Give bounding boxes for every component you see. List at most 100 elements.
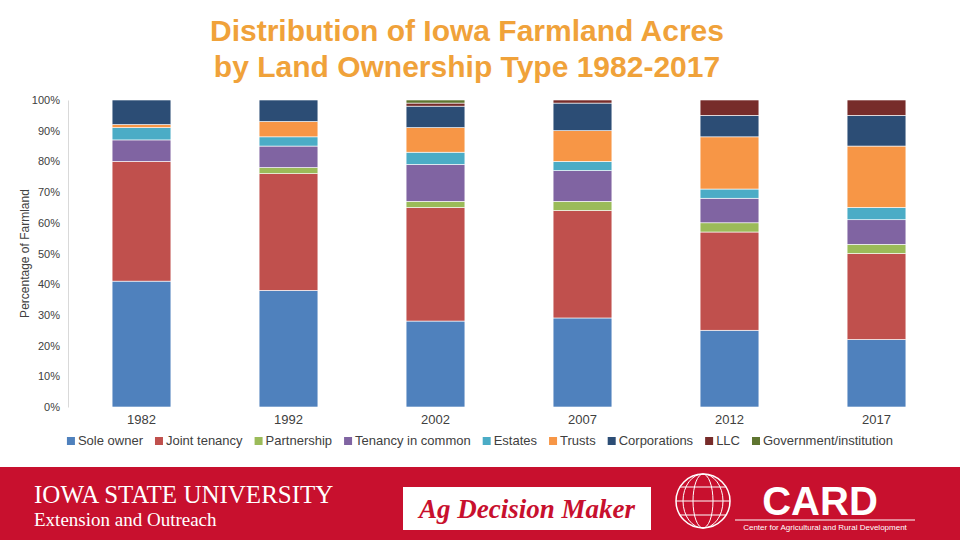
legend-swatch xyxy=(255,437,263,445)
bar-segment xyxy=(259,121,318,136)
y-tick: 30% xyxy=(38,309,68,321)
y-tick-label: 70% xyxy=(38,186,60,198)
bar-segment xyxy=(700,330,759,407)
bar-segment xyxy=(406,207,465,321)
legend-item: Tenancy in common xyxy=(344,433,471,448)
footer-globe-line xyxy=(680,515,726,516)
bar-segment xyxy=(847,146,906,207)
legend-label: Trusts xyxy=(560,433,596,448)
y-axis-line xyxy=(68,101,69,408)
bar-segment xyxy=(406,321,465,407)
x-axis: 198219922002200720122017 xyxy=(127,407,891,427)
bar-segment xyxy=(406,103,465,106)
legend-swatch xyxy=(344,437,352,445)
bar-segment xyxy=(406,100,465,103)
legend-item: Partnership xyxy=(255,433,332,448)
y-tick-label: 10% xyxy=(38,370,60,382)
y-tick: 10% xyxy=(38,370,68,382)
legend-item: Corporations xyxy=(608,433,694,448)
footer-globe-line xyxy=(693,474,713,528)
y-tick: 60% xyxy=(38,217,68,229)
legend-item: Trusts xyxy=(549,433,596,448)
bar-segment xyxy=(112,100,171,101)
bar-segment xyxy=(406,106,465,127)
footer-adm: Ag Decision Maker xyxy=(417,494,635,524)
footer-card: CARD xyxy=(762,479,878,523)
y-tick: 100% xyxy=(32,94,68,106)
bar-segment xyxy=(847,115,906,146)
footer-globe-line xyxy=(680,487,726,488)
bar-segment xyxy=(700,223,759,232)
bars xyxy=(112,100,906,407)
y-tick-label: 100% xyxy=(32,94,60,106)
x-tick: 2012 xyxy=(715,407,744,427)
footer-isu-sub: Extension and Outreach xyxy=(34,509,217,530)
bar-segment xyxy=(847,254,906,340)
bar-segment xyxy=(112,161,171,281)
y-tick-label: 50% xyxy=(38,248,60,260)
legend: Sole ownerJoint tenancyPartnershipTenanc… xyxy=(67,433,893,448)
x-tick-label: 2012 xyxy=(715,412,744,427)
legend-item: LLC xyxy=(705,433,740,448)
y-tick-label: 20% xyxy=(38,340,60,352)
footer-globe-line xyxy=(683,474,723,528)
bar-segment xyxy=(259,146,318,167)
bar-segment xyxy=(700,189,759,198)
footer-card-rule xyxy=(735,520,915,521)
bar-segment xyxy=(406,201,465,207)
legend-label: Partnership xyxy=(266,433,332,448)
footer-globe-line xyxy=(676,501,730,502)
x-tick: 1982 xyxy=(127,407,156,427)
legend-swatch xyxy=(549,437,557,445)
bar-segment xyxy=(259,100,318,101)
bar-segment xyxy=(259,168,318,174)
legend-item: Estates xyxy=(483,433,538,448)
bar-segment xyxy=(259,174,318,291)
footer: IOWA STATE UNIVERSITYExtension and Outre… xyxy=(0,467,960,540)
legend-swatch xyxy=(752,437,760,445)
legend-swatch xyxy=(67,437,75,445)
bar-segment xyxy=(406,164,465,201)
y-tick: 50% xyxy=(38,248,68,260)
bar-segment xyxy=(112,281,171,407)
x-tick-label: 2002 xyxy=(421,412,450,427)
bar-segment xyxy=(553,161,612,170)
legend-label: Tenancy in common xyxy=(355,433,471,448)
footer-adm-box xyxy=(403,487,651,530)
x-tick-label: 1982 xyxy=(127,412,156,427)
footer-globe xyxy=(676,474,730,528)
bar-segment xyxy=(847,220,906,245)
bar-segment xyxy=(553,318,612,407)
bar-segment xyxy=(700,137,759,189)
bar-segment xyxy=(847,207,906,219)
y-tick: 40% xyxy=(38,278,68,290)
chart-title: Distribution of Iowa Farmland Acres xyxy=(210,14,724,47)
bar-segment xyxy=(700,232,759,330)
bar-segment xyxy=(847,100,906,101)
x-tick-label: 1992 xyxy=(274,412,303,427)
bar-segment xyxy=(553,131,612,162)
y-tick-label: 30% xyxy=(38,309,60,321)
legend-label: Joint tenancy xyxy=(166,433,243,448)
bar-segment xyxy=(259,100,318,101)
footer-isu: IOWA STATE UNIVERSITY xyxy=(34,481,333,508)
y-tick-label: 90% xyxy=(38,125,60,137)
bar-segment xyxy=(259,137,318,146)
bar-segment xyxy=(700,100,759,115)
bar-segment xyxy=(112,100,171,125)
chart: Distribution of Iowa Farmland Acresby La… xyxy=(0,0,960,540)
x-tick-label: 2007 xyxy=(568,412,597,427)
bar-segment xyxy=(700,100,759,101)
legend-item: Joint tenancy xyxy=(155,433,243,448)
bar-segment xyxy=(553,211,612,318)
x-tick: 2007 xyxy=(568,407,597,427)
bar-segment xyxy=(112,140,171,161)
x-tick: 2002 xyxy=(421,407,450,427)
bar-segment xyxy=(700,198,759,223)
bar-segment xyxy=(553,201,612,210)
footer-card-sub: Center for Agricultural and Rural Develo… xyxy=(743,523,907,532)
bar-segment xyxy=(259,290,318,407)
y-axis: 0%10%20%30%40%50%60%70%80%90%100% xyxy=(32,94,69,413)
y-tick: 90% xyxy=(38,125,68,137)
legend-swatch xyxy=(705,437,713,445)
